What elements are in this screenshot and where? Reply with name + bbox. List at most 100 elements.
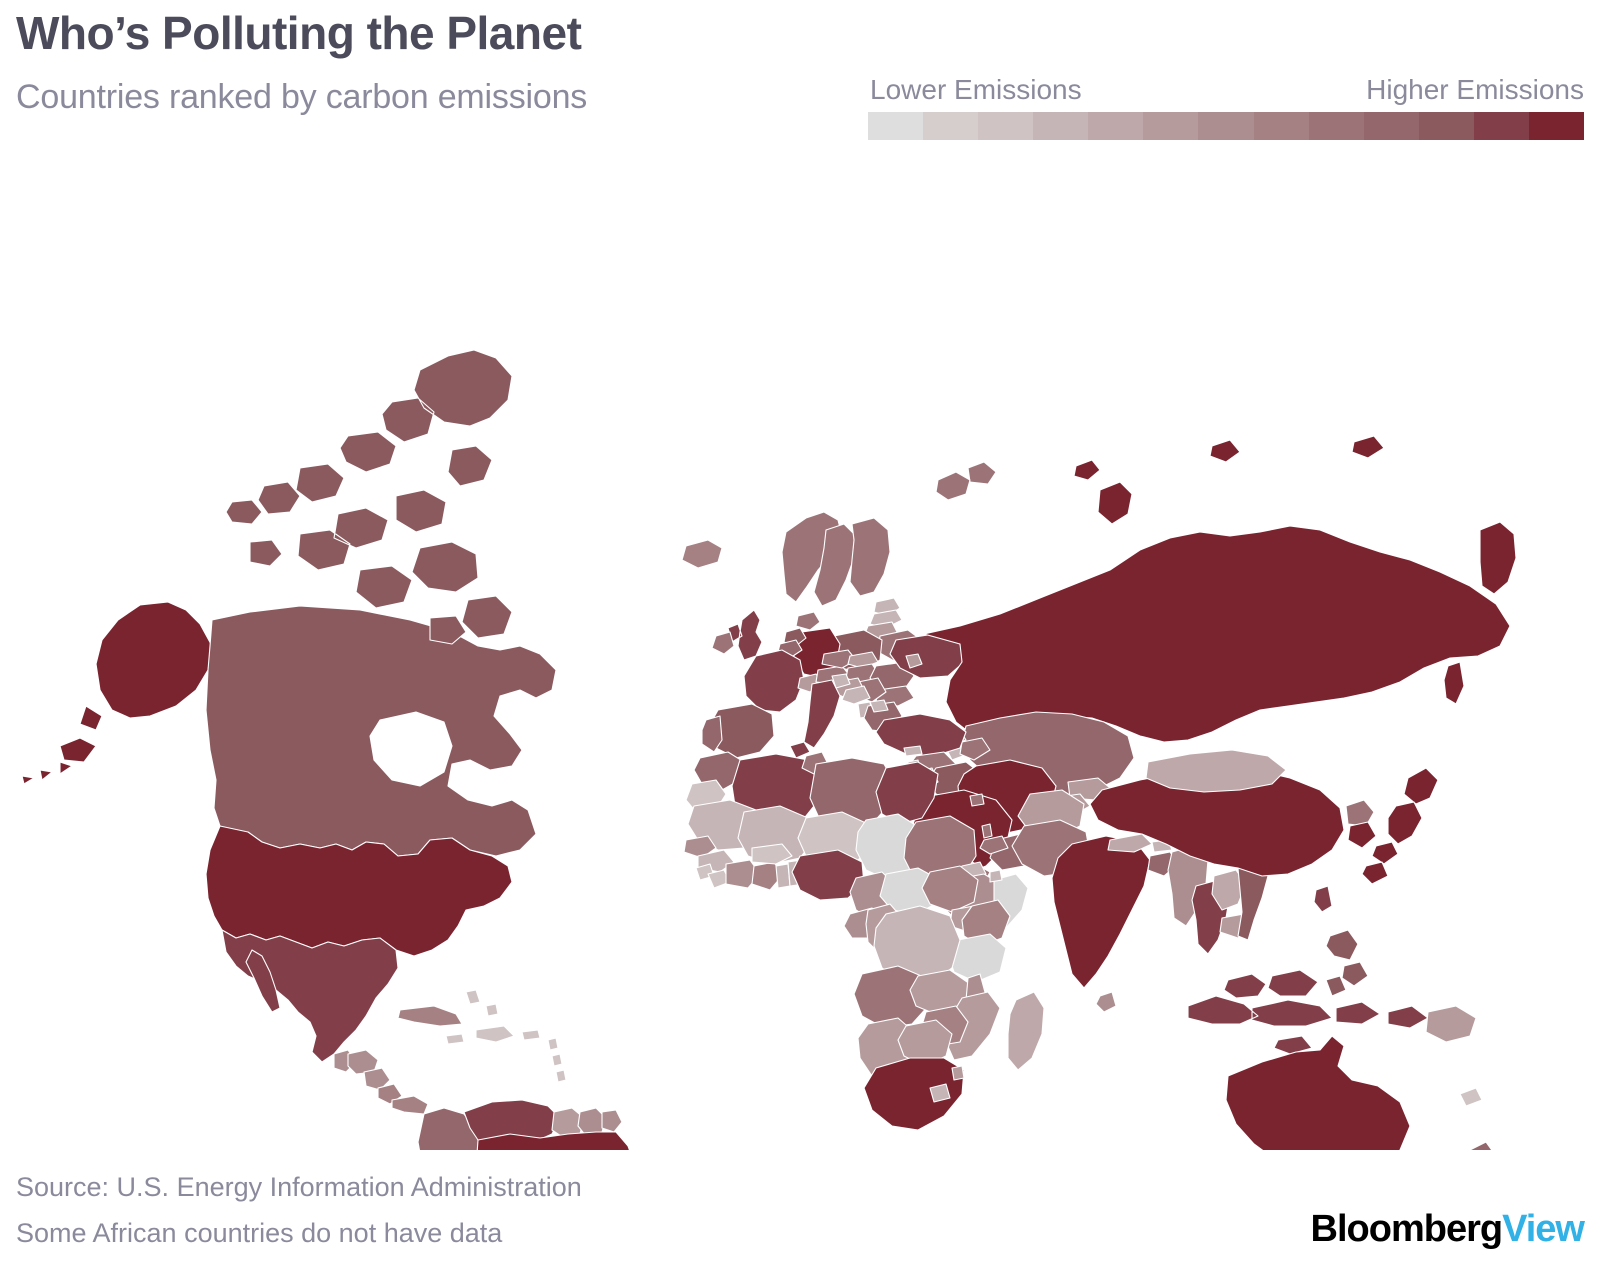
- country-russia[interactable]: [923, 525, 1511, 743]
- legend-swatch-13: [1528, 112, 1585, 140]
- country-panama[interactable]: [391, 1095, 429, 1115]
- legend-swatch-6: [1143, 112, 1199, 140]
- country-hispaniola[interactable]: [475, 1025, 515, 1043]
- country-denmark[interactable]: [795, 611, 821, 631]
- country-malaysia[interactable]: [1223, 969, 1319, 999]
- country-angola[interactable]: [853, 965, 931, 1029]
- legend-gradient-bar: [868, 112, 1585, 140]
- country-taiwan: [1313, 885, 1333, 913]
- country-new-zealand[interactable]: [1434, 1141, 1496, 1150]
- region-svalbard: [935, 461, 997, 501]
- legend-swatch-8: [1253, 112, 1309, 140]
- region-severnaya-zemlya: [1209, 439, 1241, 463]
- country-bosnia[interactable]: [841, 685, 871, 705]
- country-sri-lanka: [1095, 991, 1117, 1013]
- chart-header: Who’s Polluting the Planet Countries ran…: [0, 0, 1600, 160]
- country-australia[interactable]: [1225, 1035, 1411, 1150]
- country-colombia[interactable]: [417, 1107, 481, 1150]
- country-cuba[interactable]: [397, 1005, 463, 1027]
- country-french-guiana: [601, 1109, 623, 1133]
- country-indonesia[interactable]: [1187, 995, 1429, 1055]
- country-cyprus: [903, 745, 923, 757]
- region-novaya-zemlya: [1097, 481, 1133, 525]
- country-india[interactable]: [1051, 835, 1151, 989]
- country-south-sudan[interactable]: [921, 865, 979, 913]
- country-slovenia: [831, 673, 851, 689]
- country-turkey[interactable]: [875, 713, 967, 757]
- country-egypt[interactable]: [875, 761, 939, 825]
- country-libya[interactable]: [809, 757, 895, 831]
- country-bahamas: [465, 989, 499, 1017]
- country-nigeria[interactable]: [791, 849, 865, 901]
- country-france[interactable]: [743, 649, 805, 713]
- legend-swatch-5: [1088, 112, 1144, 140]
- country-south-africa[interactable]: [863, 1057, 965, 1131]
- region-russia-sakhalin: [1443, 661, 1465, 705]
- bloomberg-view-logo[interactable]: BloombergView: [1310, 1208, 1585, 1251]
- country-central-african-republic[interactable]: [879, 867, 941, 915]
- country-swaziland: [951, 1065, 965, 1081]
- country-qatar: [981, 823, 993, 839]
- legend-swatch-1: [868, 112, 924, 140]
- source-attribution: Source: U.S. Energy Information Administ…: [16, 1172, 582, 1202]
- country-aleutian-islands: [21, 761, 73, 785]
- country-moldova[interactable]: [905, 653, 923, 669]
- data-note: Some African countries do not have data: [16, 1218, 503, 1248]
- map-svg: [21, 349, 1517, 1150]
- country-mexico[interactable]: [221, 929, 399, 1063]
- region-baja-california: [245, 949, 281, 1013]
- region-new-siberian-islands: [1351, 435, 1385, 459]
- country-north-korea[interactable]: [1345, 799, 1375, 827]
- country-brazil[interactable]: [476, 1131, 648, 1150]
- country-lesotho: [929, 1083, 951, 1103]
- region-russia-kamchatka: [1479, 521, 1517, 595]
- region-lesser-antilles: [547, 1037, 567, 1083]
- country-alaska[interactable]: [59, 601, 213, 763]
- country-jamaica: [445, 1033, 465, 1045]
- region-franz-josef-land: [1073, 459, 1101, 481]
- country-nepal[interactable]: [1107, 833, 1153, 853]
- world-choropleth-map: [0, 150, 1600, 1150]
- legend-swatch-4: [1033, 112, 1089, 140]
- legend-label-lower: Lower Emissions: [870, 74, 1082, 105]
- legend-swatch-12: [1473, 112, 1529, 140]
- country-sweden[interactable]: [813, 523, 857, 607]
- logo-view-text: View: [1502, 1208, 1585, 1250]
- legend-labels: Lower Emissions Higher Emissions: [868, 74, 1584, 112]
- country-papua-new-guinea[interactable]: [1425, 1005, 1477, 1043]
- country-laos[interactable]: [1211, 869, 1247, 911]
- legend-swatch-7: [1198, 112, 1254, 140]
- country-nicaragua[interactable]: [363, 1067, 391, 1091]
- country-philippines[interactable]: [1325, 929, 1369, 997]
- country-ireland[interactable]: [711, 631, 735, 655]
- page-subtitle: Countries ranked by carbon emissions: [16, 78, 588, 116]
- legend-swatch-2: [923, 112, 979, 140]
- legend-swatch-3: [978, 112, 1034, 140]
- country-south-korea[interactable]: [1347, 821, 1377, 849]
- country-uae: [979, 835, 1009, 855]
- country-iceland[interactable]: [681, 539, 723, 569]
- legend-swatch-9: [1308, 112, 1364, 140]
- country-puerto-rico: [521, 1029, 541, 1041]
- map-country-layer: [21, 349, 1517, 1150]
- country-united-kingdom[interactable]: [727, 609, 763, 661]
- country-burkina-faso: [751, 843, 793, 865]
- country-morocco[interactable]: [693, 751, 745, 791]
- country-japan[interactable]: [1361, 767, 1439, 885]
- country-portugal[interactable]: [701, 715, 723, 753]
- country-latvia[interactable]: [869, 609, 903, 629]
- country-azerbaijan: [959, 737, 991, 761]
- hudson-bay: [369, 711, 453, 787]
- chart-footer: Source: U.S. Energy Information Administ…: [0, 1150, 1600, 1285]
- page-title: Who’s Polluting the Planet: [16, 7, 582, 59]
- country-macedonia: [869, 699, 889, 713]
- legend-label-higher: Higher Emissions: [1366, 74, 1584, 105]
- legend-swatch-10: [1363, 112, 1419, 140]
- country-madagascar[interactable]: [1007, 991, 1045, 1071]
- logo-bloomberg-text: Bloomberg: [1310, 1208, 1504, 1250]
- color-legend: Lower Emissions Higher Emissions: [868, 74, 1585, 140]
- country-djibouti: [989, 869, 1003, 883]
- country-new-caledonia: [1459, 1087, 1483, 1107]
- country-finland[interactable]: [849, 517, 891, 597]
- country-mongolia[interactable]: [1145, 749, 1287, 793]
